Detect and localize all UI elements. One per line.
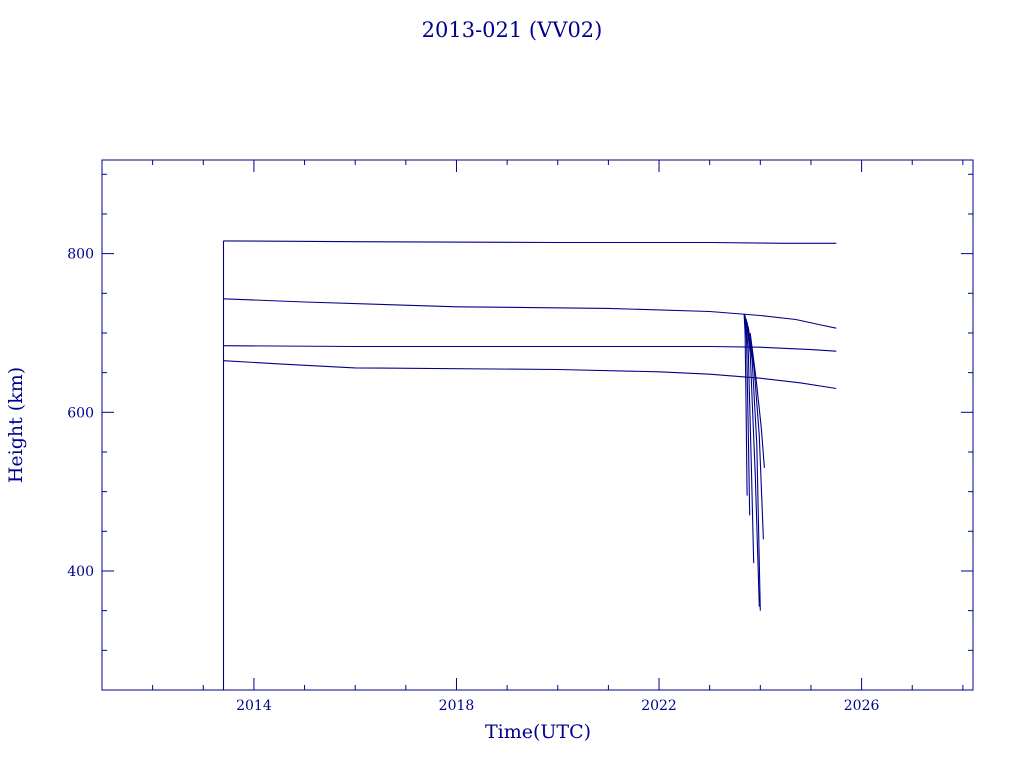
series-line-6: [743, 313, 748, 496]
axis-tick-labels: 2014 2018 2022 2026 400 600 800: [67, 247, 879, 714]
x-axis-label: Time(UTC): [485, 721, 591, 743]
series-line-5: [223, 360, 837, 390]
x-tick-label: 2026: [844, 698, 880, 714]
y-tick-label: 400: [67, 564, 94, 580]
series-line-11: [747, 326, 764, 540]
axis-ticks: [102, 160, 973, 690]
series-line-4: [223, 345, 837, 352]
y-tick-label: 800: [67, 247, 94, 263]
series-line-10: [746, 321, 761, 611]
x-tick-label: 2014: [236, 698, 272, 714]
x-tick-label: 2018: [439, 698, 475, 714]
series-line-7: [744, 313, 751, 516]
series-line-9: [745, 318, 760, 607]
data-series: [222, 240, 837, 690]
plot-frame: [101, 159, 974, 691]
chart-title: 2013-021 (VV02): [422, 18, 603, 42]
y-axis-label: Height (km): [5, 367, 27, 483]
x-tick-label: 2022: [641, 698, 677, 714]
series-line-2: [223, 240, 837, 244]
y-tick-label: 600: [67, 405, 94, 421]
series-line-8: [744, 315, 755, 564]
series-line-12: [749, 332, 765, 468]
series-line-3: [223, 298, 837, 329]
